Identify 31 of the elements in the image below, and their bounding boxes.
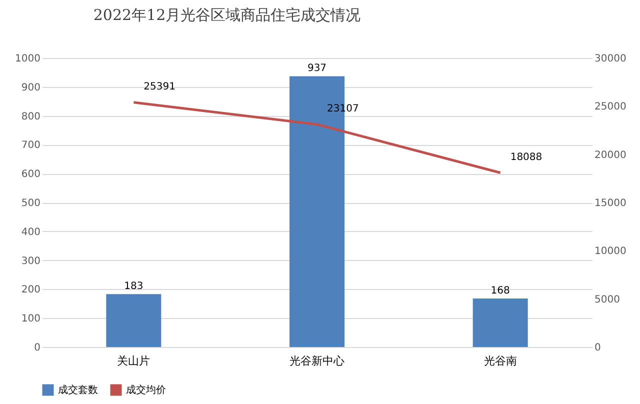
chart-title: 2022年12月光谷区域商品住宅成交情况 xyxy=(93,6,361,24)
x-tick-label: 光谷南 xyxy=(484,354,517,368)
x-tick-label: 关山片 xyxy=(117,354,150,368)
y-tick-label: 400 xyxy=(21,226,40,238)
y-tick-label: 600 xyxy=(21,169,40,180)
y-tick-label: 1000 xyxy=(15,54,40,64)
y2-tick-label: 10000 xyxy=(594,246,626,258)
data-label: 25391 xyxy=(144,81,176,92)
bar xyxy=(106,294,162,347)
y-tick-label: 300 xyxy=(21,256,40,267)
legend-label: 成交均价 xyxy=(126,384,166,396)
data-label: 183 xyxy=(124,281,144,292)
y2-tick-label: 15000 xyxy=(594,198,626,209)
x-tick-label: 光谷新中心 xyxy=(290,354,344,368)
y-tick-label: 500 xyxy=(21,198,40,209)
data-label: 168 xyxy=(490,285,510,296)
data-label: 937 xyxy=(307,63,327,74)
data-label: 18088 xyxy=(510,152,542,163)
bar xyxy=(472,298,528,347)
y-tick-label: 0 xyxy=(34,342,40,354)
legend-label: 成交套数 xyxy=(58,384,98,396)
y-tick-label: 900 xyxy=(21,82,40,94)
y2-tick-label: 5000 xyxy=(594,294,620,306)
y2-tick-label: 25000 xyxy=(594,102,626,113)
y2-tick-label: 20000 xyxy=(594,150,626,161)
y-tick-label: 800 xyxy=(21,111,40,122)
y-tick-label: 700 xyxy=(21,140,40,152)
y2-tick-label: 30000 xyxy=(594,54,626,64)
y2-tick-label: 0 xyxy=(594,342,601,354)
y-tick-label: 200 xyxy=(21,284,40,296)
y-tick-label: 100 xyxy=(21,314,40,325)
